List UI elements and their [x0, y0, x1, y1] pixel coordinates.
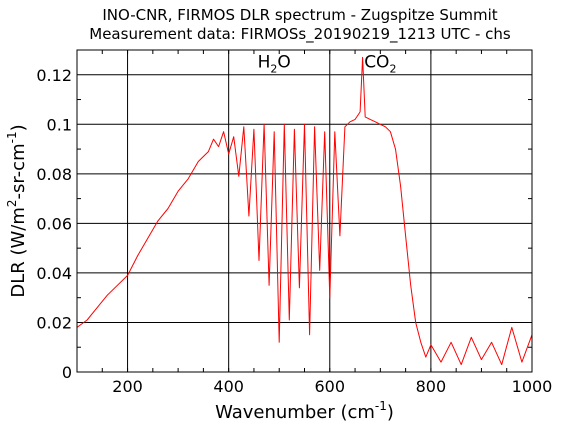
series-layer: [76, 56, 533, 366]
x-tick-label: 400: [213, 377, 244, 396]
y-tick-label: 0.08: [36, 165, 72, 184]
x-axis-label-main: Wavenumber (cm: [215, 402, 375, 423]
x-tick-label: 800: [416, 377, 447, 396]
annotations: H2O CO2: [258, 52, 397, 75]
x-axis-label-sup: -1: [375, 399, 387, 413]
grid: [77, 50, 532, 372]
molecule-annotation: H2O: [258, 52, 291, 75]
series-line: [76, 56, 533, 366]
y-tick-label: 0.1: [47, 115, 72, 134]
y-tick-label: 0.12: [36, 66, 72, 85]
x-tick-label: 200: [112, 377, 143, 396]
chart-subtitle: Measurement data: FIRMOSs_20190219_1213 …: [89, 25, 511, 44]
y-axis-label: DLR (W/m2-sr-cm-1): [5, 124, 29, 297]
y-axis-label-p3: ): [8, 124, 29, 131]
tick-marks: [77, 50, 532, 372]
x-axis-label-tail: ): [387, 402, 394, 423]
x-tick-label: 600: [315, 377, 346, 396]
chart-title: INO-CNR, FIRMOS DLR spectrum - Zugspitze…: [102, 6, 497, 24]
tick-labels: 200 400 600 800 1000 0 0.02 0.04 0.06 0.08 0.1 0.12: [36, 66, 552, 396]
x-axis-label: Wavenumber (cm-1): [215, 399, 394, 423]
y-tick-label: 0: [62, 363, 72, 382]
y-axis-label-p1: DLR (W/m: [8, 207, 29, 298]
y-tick-label: 0.02: [36, 313, 72, 332]
y-tick-label: 0.04: [36, 264, 72, 283]
plot-frame: [76, 49, 533, 373]
y-axis-label-sup2: -1: [5, 131, 19, 143]
molecule-annotation: CO2: [364, 52, 396, 75]
y-axis-label-sup1: 2: [5, 199, 19, 207]
y-tick-label: 0.06: [36, 214, 72, 233]
x-tick-label: 1000: [512, 377, 553, 396]
y-axis-label-p2: -sr-cm: [8, 143, 29, 199]
